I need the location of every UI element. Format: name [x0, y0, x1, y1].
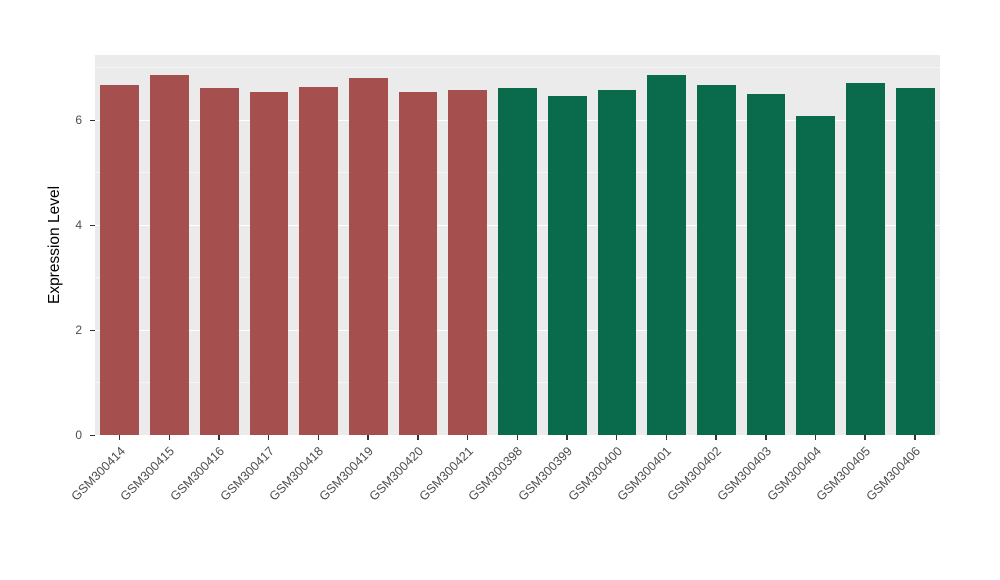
x-tick-mark	[765, 435, 767, 440]
x-tick-mark	[615, 435, 618, 440]
bar-GSM300419	[348, 78, 388, 435]
x-tick-mark	[417, 435, 419, 440]
y-tick-label-6: 6	[75, 113, 82, 128]
x-tick-mark	[715, 435, 717, 440]
y-tick-label-2: 2	[75, 323, 82, 338]
x-tick-mark	[118, 435, 121, 440]
bar-GSM300415	[150, 75, 189, 435]
bar-GSM300406	[895, 87, 935, 435]
y-tick-mark	[90, 224, 95, 227]
bar-GSM300418	[299, 87, 339, 435]
bar-GSM300404	[796, 115, 836, 435]
x-tick-mark	[516, 435, 518, 440]
plot-panel	[95, 55, 940, 436]
x-tick-mark	[168, 435, 171, 440]
bar-GSM300405	[846, 83, 885, 435]
x-tick-mark	[317, 435, 320, 440]
gridline-minor	[95, 66, 940, 68]
bar-GSM300401	[647, 75, 686, 435]
x-tick-mark	[218, 435, 220, 440]
y-tick-mark	[90, 434, 95, 436]
bar-GSM300417	[249, 92, 289, 435]
y-tick-label-4: 4	[75, 218, 82, 233]
bar-GSM300400	[597, 89, 637, 435]
bar-GSM300416	[199, 87, 239, 435]
bar-GSM300421	[448, 89, 488, 435]
bar-GSM300403	[746, 93, 786, 435]
x-tick-mark	[267, 435, 270, 440]
x-axis	[95, 435, 940, 441]
bar-GSM300399	[547, 96, 587, 435]
y-tick-label-0: 0	[75, 428, 82, 442]
x-tick-mark	[665, 435, 668, 440]
y-tick-mark	[90, 329, 95, 332]
x-axis-labels: GSM300414 GSM300415 GSM300416 GSM300417 GSM3…	[68, 444, 940, 564]
x-tick-mark	[566, 435, 568, 440]
y-axis: 0 2 4 6	[0, 55, 95, 442]
x-tick-mark	[466, 435, 469, 440]
x-tick-mark	[914, 435, 916, 440]
bar-GSM300398	[498, 87, 537, 435]
x-tick-mark	[864, 435, 866, 440]
bar-GSM300414	[100, 84, 140, 435]
y-tick-mark	[90, 119, 95, 122]
bar-GSM300420	[398, 91, 438, 435]
x-tick-mark	[814, 435, 817, 440]
bar-GSM300402	[696, 85, 736, 435]
x-tick-mark	[367, 435, 369, 440]
